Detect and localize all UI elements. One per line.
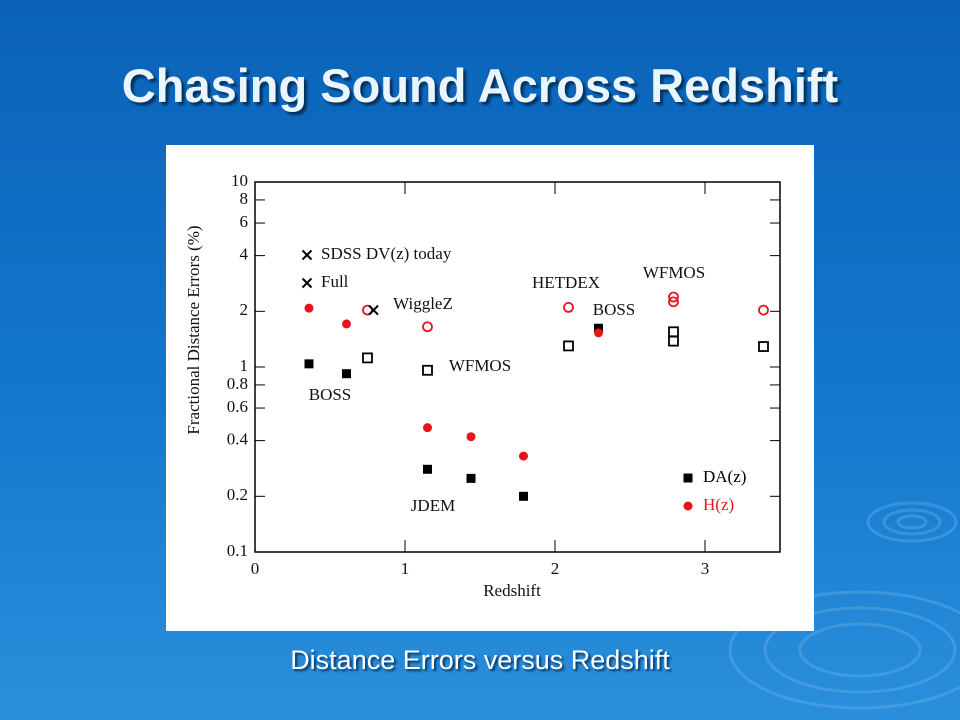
y-tick-label: 4 xyxy=(240,245,249,264)
key-label: SDSS DV(z) today xyxy=(321,244,452,263)
open-circle-point xyxy=(422,321,433,333)
x-tick-label: 1 xyxy=(401,559,410,578)
open-square-point xyxy=(422,364,433,376)
square-point xyxy=(466,473,476,483)
y-tick-label: 0.4 xyxy=(227,430,249,449)
slide-caption: Distance Errors versus Redshift xyxy=(290,645,670,675)
open-circle-point xyxy=(668,296,679,308)
circle-point xyxy=(304,303,314,313)
square-point xyxy=(519,491,528,501)
x-tick-label: 3 xyxy=(701,559,710,578)
open-square-point xyxy=(668,326,679,338)
y-tick-label: 0.6 xyxy=(227,397,248,416)
annotation: WiggleZ xyxy=(393,294,453,313)
y-tick-label: 2 xyxy=(240,300,249,319)
y-tick-label: 0.2 xyxy=(227,485,248,504)
y-tick-label: 1 xyxy=(240,356,249,375)
open-circle-point xyxy=(563,301,574,313)
cross-point xyxy=(301,277,313,289)
circle-point xyxy=(519,451,528,461)
circle-point xyxy=(466,432,476,442)
open-square-point xyxy=(563,340,574,352)
y-tick-label: 0.8 xyxy=(227,374,248,393)
plot-frame xyxy=(254,181,781,553)
annotation: WFMOS xyxy=(643,263,705,282)
key-label: Full xyxy=(321,272,349,291)
annotation: WFMOS xyxy=(449,356,511,375)
annotation: JDEM xyxy=(411,496,455,515)
x-tick-label: 2 xyxy=(551,559,560,578)
y-axis-label: Fractional Distance Errors (%) xyxy=(184,225,203,434)
y-tick-label: 0.1 xyxy=(227,541,248,560)
cross-point xyxy=(368,304,379,316)
open-square-point xyxy=(668,335,679,347)
square-point xyxy=(304,359,314,369)
circle-point xyxy=(594,328,603,338)
square-point xyxy=(342,369,351,379)
y-tick-label: 8 xyxy=(240,189,249,208)
open-square-point xyxy=(758,341,769,352)
square-point xyxy=(683,473,693,483)
circle-point xyxy=(683,501,693,511)
y-tick-label: 10 xyxy=(231,171,248,190)
annotation: BOSS xyxy=(593,300,636,319)
legend-label: DA(z) xyxy=(703,467,746,486)
annotation: HETDEX xyxy=(532,273,600,292)
y-tick-label: 6 xyxy=(240,212,249,231)
square-point xyxy=(423,464,432,474)
open-square-point xyxy=(362,352,373,364)
x-tick-label: 0 xyxy=(251,559,260,578)
open-circle-point xyxy=(668,291,679,303)
circle-point xyxy=(423,423,432,433)
chart: Fractional Distance Errors (%) Redshift … xyxy=(166,145,814,631)
cross-point xyxy=(301,249,313,261)
x-axis-label: Redshift xyxy=(483,581,541,600)
open-circle-point xyxy=(758,304,769,316)
square-point xyxy=(594,323,603,333)
slide-title: Chasing Sound Across Redshift xyxy=(121,59,839,112)
circle-point xyxy=(342,319,351,329)
open-circle-point xyxy=(362,304,373,316)
annotation: BOSS xyxy=(309,385,352,404)
legend-label: H(z) xyxy=(703,495,734,514)
